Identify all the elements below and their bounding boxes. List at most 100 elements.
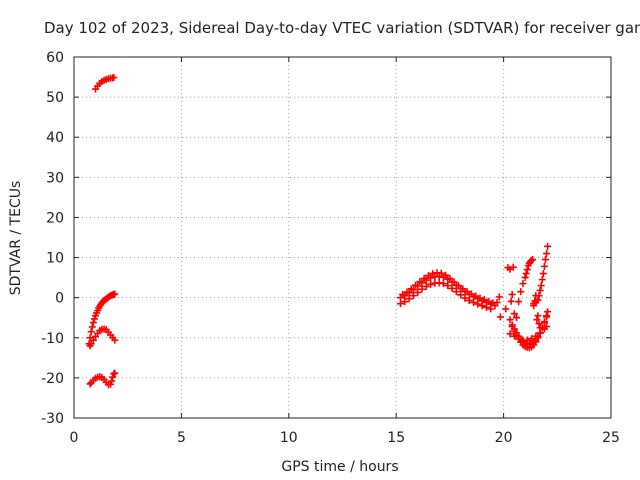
y-tick-label: 0 <box>55 291 64 307</box>
x-tick-label: 0 <box>70 430 79 446</box>
data-point <box>493 298 501 306</box>
data-point <box>86 380 94 388</box>
data-point <box>510 332 518 340</box>
data-point <box>544 308 552 316</box>
data-point <box>534 312 542 320</box>
y-tick-label: -30 <box>41 411 64 427</box>
data-point <box>444 282 452 290</box>
data-point <box>506 330 514 338</box>
data-point <box>544 242 552 250</box>
data-point <box>512 314 520 322</box>
grid-lines <box>74 57 611 418</box>
x-tick-label: 20 <box>495 430 513 446</box>
data-point <box>457 291 465 299</box>
data-point <box>463 288 471 296</box>
data-point <box>536 329 544 337</box>
data-point <box>519 280 527 288</box>
y-tick-label: 60 <box>46 50 64 66</box>
x-axis-label: GPS time / hours <box>281 459 398 475</box>
data-point <box>523 266 531 274</box>
y-tick-label: 10 <box>46 251 64 267</box>
data-point <box>439 280 447 288</box>
data-point <box>442 271 450 279</box>
plot-frame <box>73 56 612 419</box>
data-point <box>437 269 445 277</box>
data-point <box>480 296 488 304</box>
data-point <box>528 256 536 264</box>
data-point <box>422 282 430 290</box>
data-point <box>496 313 504 321</box>
data-point <box>414 288 422 296</box>
data-point <box>532 332 540 340</box>
data-point <box>461 294 469 302</box>
data-point <box>450 278 458 286</box>
data-point <box>107 380 115 388</box>
data-point <box>540 318 548 326</box>
data-point <box>412 281 420 289</box>
data-point <box>506 316 514 324</box>
data-point <box>508 323 516 331</box>
data-point <box>110 73 118 81</box>
data-point <box>111 369 119 377</box>
data-point <box>528 335 536 343</box>
data-point <box>523 336 531 344</box>
data-point <box>507 297 515 305</box>
y-tick-label: 50 <box>46 90 64 106</box>
y-tick-label: -20 <box>41 371 64 387</box>
data-point <box>465 296 473 304</box>
data-point <box>538 276 546 284</box>
data-point <box>110 370 118 378</box>
data-point <box>454 282 462 290</box>
data-point <box>403 288 411 296</box>
data-point <box>522 270 530 278</box>
x-tick-label: 15 <box>387 430 405 446</box>
x-tick-label: 10 <box>280 430 298 446</box>
data-point <box>543 250 551 258</box>
data-point <box>474 300 482 308</box>
data-point <box>87 340 95 348</box>
data-point <box>424 272 432 280</box>
data-point <box>435 279 443 287</box>
data-point <box>535 292 543 300</box>
data-point <box>508 290 516 298</box>
data-point <box>111 290 119 298</box>
data-point <box>446 274 454 282</box>
data-point <box>89 336 97 344</box>
data-point <box>472 292 480 300</box>
data-point <box>111 336 119 344</box>
data-point <box>495 293 503 301</box>
x-tick-label: 25 <box>602 430 620 446</box>
y-tick-label: -10 <box>41 331 64 347</box>
data-point <box>418 285 426 293</box>
data-point <box>509 263 517 271</box>
data-point <box>478 302 486 310</box>
data-point <box>87 328 95 336</box>
data-point <box>540 262 548 270</box>
data-point <box>541 256 549 264</box>
data-point <box>401 298 409 306</box>
data-point <box>452 288 460 296</box>
data-point <box>536 286 544 294</box>
data-point <box>539 270 547 278</box>
data-point <box>407 285 415 293</box>
data-point <box>543 323 551 331</box>
data-points <box>85 73 552 389</box>
data-point <box>396 300 404 308</box>
data-point <box>467 290 475 298</box>
data-point <box>510 310 518 318</box>
data-point <box>517 288 525 296</box>
data-point <box>427 280 435 288</box>
data-point <box>487 305 495 313</box>
data-point <box>89 319 97 327</box>
data-point <box>521 274 529 282</box>
data-point <box>535 320 543 328</box>
data-point <box>416 278 424 286</box>
data-point <box>109 373 117 381</box>
y-tick-label: 20 <box>46 210 64 226</box>
data-point <box>90 315 98 323</box>
data-point <box>537 282 545 290</box>
data-point <box>529 256 537 264</box>
data-point <box>88 323 96 331</box>
data-point <box>485 297 493 305</box>
